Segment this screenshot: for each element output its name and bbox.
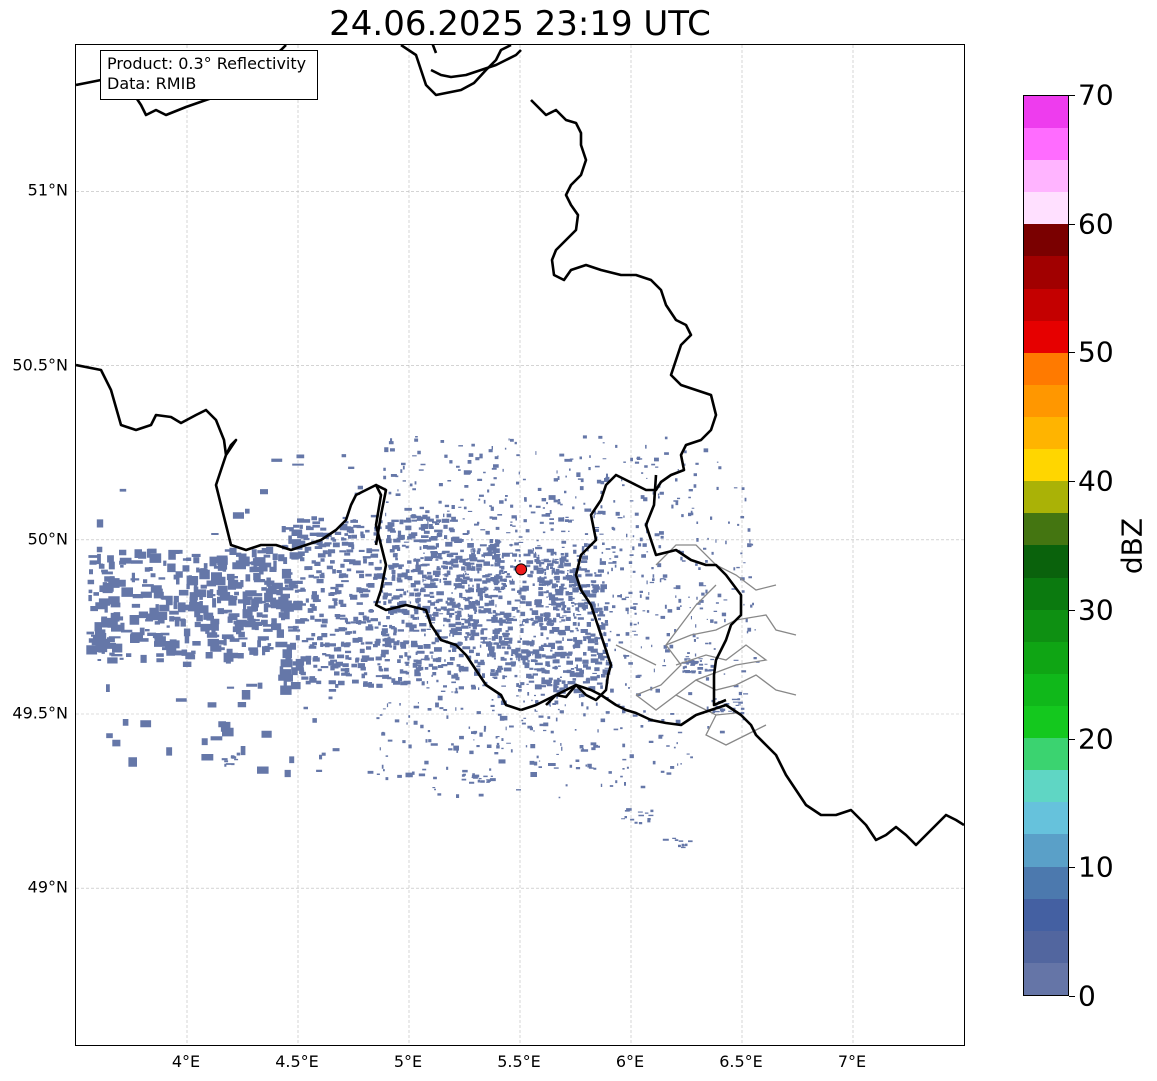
colorbar-swatch — [1024, 866, 1068, 899]
longitude-tick-label: 7°E — [837, 1052, 867, 1071]
luxembourg-canton-border — [635, 584, 717, 696]
colorbar-swatch — [1024, 673, 1068, 707]
luxembourg-canton-border — [615, 644, 657, 666]
colorbar-swatch — [1024, 449, 1068, 482]
luxembourg-canton-border — [635, 694, 737, 716]
colorbar-swatch — [1024, 417, 1068, 450]
border-belgium-germany-north — [430, 49, 522, 79]
colorbar-tick-mark — [1069, 996, 1075, 997]
longitude-tick-label: 4.5°E — [275, 1052, 319, 1071]
border-belgium-netherlands — [400, 45, 512, 97]
colorbar-swatch — [1024, 352, 1068, 385]
colorbar-swatch — [1024, 545, 1068, 578]
colorbar-tick-mark — [1069, 609, 1075, 611]
colorbar-swatch — [1024, 160, 1068, 193]
colorbar-swatch — [1024, 288, 1068, 321]
colorbar-swatch — [1024, 706, 1068, 739]
border-east-lux-germany — [644, 474, 743, 707]
longitude-tick-label: 5°E — [393, 1052, 423, 1071]
luxembourg-canton-border — [675, 644, 768, 696]
colorbar-swatch — [1024, 641, 1068, 674]
colorbar-swatch — [1024, 962, 1068, 995]
colorbar-swatch — [1024, 224, 1068, 257]
colorbar-tick-mark — [1069, 481, 1075, 483]
latitude-tick-label: 50°N — [27, 529, 68, 549]
colorbar-swatch — [1024, 898, 1068, 931]
longitude-tick-label: 4°E — [171, 1052, 201, 1071]
colorbar-swatch — [1024, 320, 1068, 353]
colorbar-swatch — [1024, 192, 1068, 225]
colorbar-swatch — [1024, 609, 1068, 642]
radar-echoes — [86, 435, 760, 849]
colorbar-swatch — [1024, 128, 1068, 161]
colorbar-swatch — [1024, 95, 1068, 129]
colorbar-swatch — [1024, 384, 1068, 418]
map-title: 24.06.2025 23:19 UTC — [329, 4, 711, 44]
map-canvas[interactable] — [76, 45, 964, 1045]
colorbar-tick-label: 20 — [1078, 722, 1114, 756]
colorbar-tick-mark — [1069, 95, 1075, 96]
product-label: Product: 0.3° Reflectivity — [107, 54, 307, 73]
colorbar-swatch — [1024, 256, 1068, 289]
longitude-tick-label: 6.5°E — [719, 1052, 763, 1071]
latitude-tick-label: 51°N — [27, 180, 68, 200]
colorbar-swatch — [1024, 834, 1068, 867]
colorbar-tick-label: 70 — [1078, 78, 1114, 112]
colorbar-swatch — [1024, 481, 1068, 514]
luxembourg-canton-border — [695, 674, 797, 696]
radar-map[interactable] — [75, 44, 965, 1046]
border-belgium-france — [76, 363, 522, 712]
colorbar-tick-label: 40 — [1078, 464, 1114, 498]
border-south-lux-france — [520, 683, 964, 847]
colorbar-swatch — [1024, 802, 1068, 835]
colorbar-tick-mark — [1069, 738, 1075, 740]
colorbar-tick-mark — [1069, 352, 1075, 354]
colorbar-unit-label: dBZ — [1115, 517, 1149, 575]
colorbar-tick-mark — [1069, 223, 1075, 225]
colorbar-tick-mark — [1069, 867, 1075, 869]
longitude-tick-label: 6°E — [615, 1052, 645, 1071]
colorbar — [1023, 95, 1069, 996]
product-info-box: Product: 0.3° Reflectivity Data: RMIB — [100, 50, 318, 100]
colorbar-swatch — [1024, 930, 1068, 963]
colorbar-tick-label: 50 — [1078, 335, 1114, 369]
colorbar-tick-label: 30 — [1078, 593, 1114, 627]
colorbar-swatch — [1024, 738, 1068, 771]
graticule — [76, 45, 964, 1045]
data-source-label: Data: RMIB — [107, 74, 197, 93]
longitude-tick-label: 5.5°E — [497, 1052, 541, 1071]
colorbar-swatch — [1024, 513, 1068, 546]
colorbar-tick-label: 60 — [1078, 207, 1114, 241]
latitude-tick-label: 49°N — [27, 877, 68, 897]
border-belgium-lux-west — [374, 483, 388, 546]
latitude-tick-label: 50.5°N — [12, 355, 68, 375]
colorbar-tick-label: 0 — [1078, 979, 1096, 1013]
colorbar-tick-label: 10 — [1078, 850, 1114, 884]
latitude-tick-label: 49.5°N — [12, 703, 68, 723]
radar-site-marker[interactable] — [515, 563, 528, 576]
reflectivity-echo-field — [86, 435, 760, 849]
border-east — [530, 99, 718, 706]
colorbar-swatch — [1024, 770, 1068, 803]
colorbar-swatch — [1024, 577, 1068, 610]
luxembourg-canton-border — [705, 714, 767, 746]
